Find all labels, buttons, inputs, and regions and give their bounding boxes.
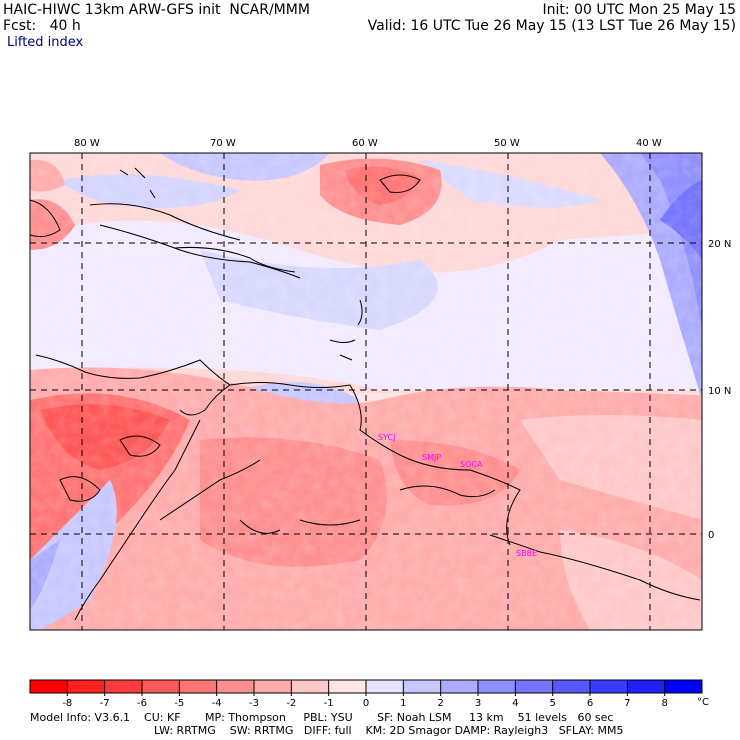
colorbar-swatch — [552, 680, 591, 693]
colorbar-swatch — [179, 680, 218, 693]
lat-label-0: 0 — [708, 530, 714, 541]
graticule — [30, 153, 702, 630]
footer-physics-info: LW: RRTMG SW: RRTMG DIFF: full KM: 2D Sm… — [154, 724, 624, 737]
colorbar-tick-label: -2 — [286, 698, 296, 709]
colorbar-swatch — [664, 680, 703, 693]
colorbar-tick-label: 4 — [512, 698, 518, 709]
colorbar-swatch — [67, 680, 106, 693]
colorbar-swatch — [440, 680, 479, 693]
lon-label-40w: 40 W — [636, 138, 662, 149]
colorbar-swatch — [254, 680, 292, 693]
colorbar-swatch — [216, 680, 255, 693]
colorbar-swatch — [104, 680, 143, 693]
colorbar-tick-label: 0 — [363, 698, 369, 709]
colorbar-swatch — [590, 680, 628, 693]
lat-label-10n: 10 N — [708, 386, 731, 397]
map-frame — [29, 152, 703, 631]
colorbar-tick-label: 6 — [587, 698, 593, 709]
colorbar-tick-label: -6 — [137, 698, 147, 709]
colorbar-tick-label: 1 — [400, 698, 406, 709]
colorbar-tick-label: 7 — [624, 698, 630, 709]
colorbar-tick-label: -5 — [174, 698, 184, 709]
colorbar-swatch — [328, 680, 367, 693]
colorbar-unit: °C — [697, 697, 709, 708]
lon-label-70w: 70 W — [210, 138, 236, 149]
valid-time: Valid: 16 UTC Tue 26 May 15 (13 LST Tue … — [367, 18, 736, 34]
lon-label-60w: 60 W — [352, 138, 378, 149]
lat-label-20n: 20 N — [708, 239, 731, 250]
field-name: Lifted index — [7, 35, 84, 50]
colorbar-swatch — [142, 680, 180, 693]
colorbar-tick-label: 3 — [475, 698, 481, 709]
footer-model-info: Model Info: V3.6.1 CU: KF MP: Thompson P… — [30, 711, 614, 724]
colorbar-tick-label: -1 — [324, 698, 334, 709]
station-sbbe: SBBE — [516, 549, 537, 558]
lon-label-50w: 50 W — [494, 138, 520, 149]
colorbar-swatch — [30, 680, 68, 693]
station-sycj: SYCJ — [378, 433, 395, 442]
colorbar-tick-label: 5 — [549, 698, 555, 709]
colorbar-swatch — [291, 680, 330, 693]
colorbar-tick-label: -8 — [62, 698, 72, 709]
station-smjp: SMJP — [422, 453, 441, 462]
colorbar-swatch — [515, 680, 554, 693]
colorbar-tick-label: -4 — [212, 698, 222, 709]
init-time: Init: 00 UTC Mon 25 May 15 — [542, 2, 736, 18]
colorbar-tick-label: 2 — [437, 698, 443, 709]
colorbar-tick-label: -3 — [249, 698, 259, 709]
forecast-hour: Fcst: 40 h — [3, 18, 81, 34]
lon-label-80w: 80 W — [74, 138, 100, 149]
colorbar-swatch — [478, 680, 516, 693]
station-soca: SOCA — [460, 460, 483, 469]
colorbar-tick-label: 8 — [661, 698, 667, 709]
colorbar: -8 -7 -6 -5 -4 -3 -2 -1 0 1 2 3 4 5 6 7 8 — [29, 679, 703, 709]
colorbar-swatch — [403, 680, 442, 693]
colorbar-tick-label: -7 — [100, 698, 110, 709]
colorbar-swatch — [366, 680, 404, 693]
coastlines — [30, 167, 701, 621]
colorbar-swatch — [627, 680, 666, 693]
chart-title: HAIC-HIWC 13km ARW-GFS init NCAR/MMM — [3, 2, 310, 18]
